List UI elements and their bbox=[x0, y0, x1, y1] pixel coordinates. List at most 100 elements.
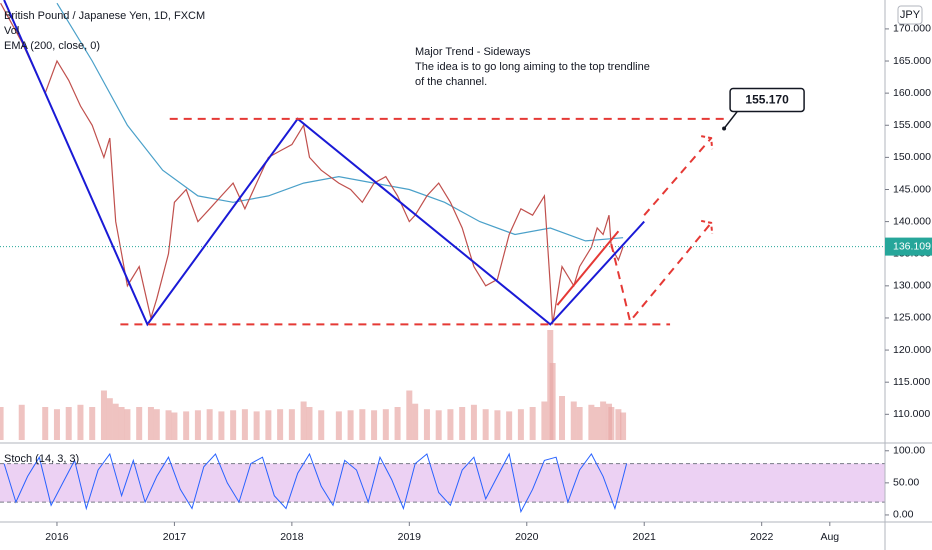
volume-bar bbox=[300, 401, 307, 440]
volume-bar bbox=[0, 407, 4, 440]
red-trend-line bbox=[556, 230, 620, 306]
volume-bar bbox=[65, 407, 72, 440]
stoch-tick-label: 100.00 bbox=[893, 445, 925, 457]
y-tick-label: 145.000 bbox=[893, 183, 931, 195]
volume-bar bbox=[529, 407, 536, 440]
volume-bar bbox=[147, 407, 154, 440]
volume-bar bbox=[470, 404, 477, 440]
y-tick-label: 170.000 bbox=[893, 23, 931, 35]
volume-bar bbox=[600, 401, 607, 440]
ema-label: EMA (200, close, 0) bbox=[4, 40, 100, 52]
price-axis-bg bbox=[885, 0, 932, 550]
volume-bar bbox=[615, 409, 622, 440]
volume-bar bbox=[588, 404, 595, 440]
volume-bar bbox=[435, 410, 442, 440]
volume-bar bbox=[124, 409, 131, 440]
volume-bar bbox=[570, 401, 577, 440]
volume-bar bbox=[118, 407, 125, 440]
callout-box bbox=[729, 87, 805, 113]
volume-bar bbox=[230, 410, 237, 440]
y-tick-label: 160.000 bbox=[893, 87, 931, 99]
volume-bar bbox=[371, 410, 378, 440]
volume-bar bbox=[253, 411, 260, 440]
volume-bar bbox=[112, 403, 119, 440]
stoch-tick-label: 50.00 bbox=[893, 477, 919, 489]
volume-bar bbox=[459, 407, 466, 440]
volume-bar bbox=[183, 411, 190, 440]
x-tick-label: 2016 bbox=[45, 531, 69, 543]
volume-bar bbox=[77, 404, 84, 440]
volume-bar bbox=[517, 409, 524, 440]
volume-bar bbox=[165, 410, 172, 440]
stoch-label: Stoch (14, 3, 3) bbox=[4, 453, 79, 465]
last-price-box bbox=[885, 237, 932, 256]
volume-bar bbox=[541, 401, 548, 440]
stoch-line bbox=[3, 452, 628, 514]
y-tick-label: 140.000 bbox=[893, 215, 931, 227]
y-tick-label: 155.000 bbox=[893, 119, 931, 131]
y-tick-label: 165.000 bbox=[893, 55, 931, 67]
volume-bar bbox=[42, 407, 49, 440]
y-tick-label: 125.000 bbox=[893, 312, 931, 324]
y-tick-label: 120.000 bbox=[893, 344, 931, 356]
volume-bar bbox=[318, 410, 325, 440]
x-tick-label: 2019 bbox=[398, 531, 422, 543]
volume-bar bbox=[394, 407, 401, 440]
volume-bar bbox=[89, 407, 96, 440]
x-tick-label: 2020 bbox=[515, 531, 539, 543]
volume-bar bbox=[482, 409, 489, 440]
volume-bar bbox=[620, 412, 627, 440]
volume-bar bbox=[53, 409, 60, 440]
chart-title: British Pound / Japanese Yen, 1D, FXCM bbox=[4, 10, 205, 22]
volume-bar bbox=[382, 409, 389, 440]
volume-bar bbox=[100, 390, 107, 440]
volume-bar bbox=[406, 390, 413, 440]
x-tick-label: Aug bbox=[820, 531, 839, 543]
plot: 155.170 bbox=[0, 0, 885, 514]
arrow-path bbox=[643, 137, 712, 216]
volume-bar bbox=[447, 409, 454, 440]
volume-bar bbox=[306, 407, 313, 440]
volume-bar bbox=[347, 410, 354, 440]
y-tick-label: 150.000 bbox=[893, 151, 931, 163]
volume-bar bbox=[18, 404, 25, 440]
x-tick-label: 2017 bbox=[163, 531, 187, 543]
volume-bar bbox=[288, 409, 295, 440]
volume-bar bbox=[359, 409, 366, 440]
ema-line bbox=[56, 2, 624, 242]
stoch-tick-label: 0.00 bbox=[893, 509, 914, 521]
volume-bar bbox=[265, 410, 272, 440]
volume-bar bbox=[194, 410, 201, 440]
currency[interactable]: JPY bbox=[900, 9, 921, 21]
volume-bar bbox=[153, 409, 160, 440]
x-tick-label: 2018 bbox=[280, 531, 304, 543]
callout-pointer bbox=[723, 110, 739, 129]
arrow-head bbox=[700, 219, 714, 234]
callout-label: 155.170 bbox=[745, 93, 789, 107]
volume-bar bbox=[412, 403, 419, 440]
volume-bar bbox=[241, 409, 248, 440]
volume-bar bbox=[559, 396, 566, 440]
callout-point bbox=[722, 126, 727, 131]
price-line bbox=[0, 2, 624, 325]
volume-bar bbox=[576, 407, 583, 440]
volume-bar bbox=[549, 363, 556, 440]
annotation: The idea is to go long aiming to the top… bbox=[415, 61, 650, 73]
volume-bar bbox=[594, 407, 601, 440]
x-tick-label: 2022 bbox=[750, 531, 774, 543]
volume-bar bbox=[206, 409, 213, 440]
y-tick-label: 115.000 bbox=[893, 376, 930, 388]
y-tick-label: 110.000 bbox=[893, 408, 930, 420]
annotation: of the channel. bbox=[415, 76, 487, 88]
x-tick-label: 2021 bbox=[633, 531, 657, 543]
volume-bar bbox=[506, 411, 513, 440]
volume-bar bbox=[277, 409, 284, 440]
volume-bar bbox=[335, 411, 342, 440]
currency-box[interactable] bbox=[897, 5, 923, 25]
volume-bar bbox=[494, 410, 501, 440]
y-tick-label: 130.000 bbox=[893, 280, 931, 292]
volume-label: Vol bbox=[4, 25, 19, 37]
arrow-head bbox=[700, 135, 714, 150]
